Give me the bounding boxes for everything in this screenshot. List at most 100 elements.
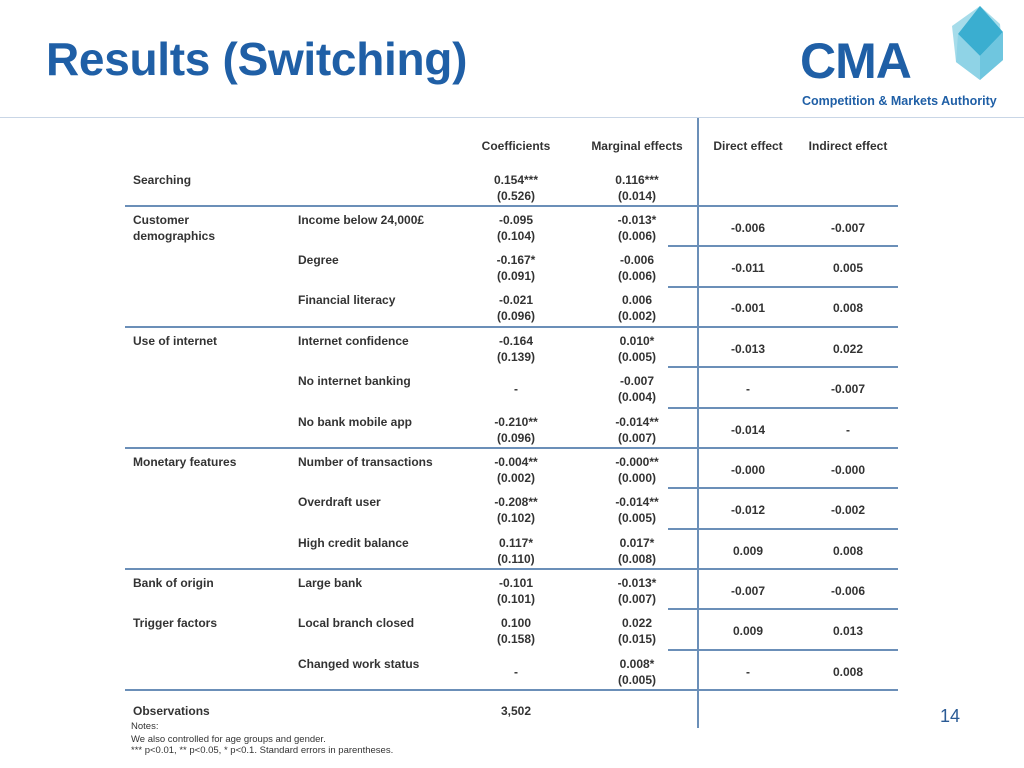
indirect-effect-value: 0.013: [832, 624, 864, 638]
marginal-effect-value: -0.014**: [615, 415, 659, 429]
marginal-effect-value: 0.017*: [619, 536, 655, 550]
coefficient-se: (0.096): [496, 309, 536, 323]
marginal-effect-value: -0.014**: [615, 495, 659, 509]
marginal-effect-se: (0.002): [617, 309, 657, 323]
row-divider: [668, 689, 898, 691]
coefficient-se: (0.526): [496, 189, 536, 203]
direct-effect-value: -0.012: [730, 503, 766, 517]
column-header: Indirect effect: [808, 139, 888, 153]
observations-value: 3,502: [500, 704, 532, 718]
row-variable-label: No internet banking: [298, 374, 411, 388]
row-divider: [668, 568, 898, 570]
coefficient-se: (0.091): [496, 269, 536, 283]
marginal-effect-value: 0.006: [621, 293, 653, 307]
page-title: Results (Switching): [46, 33, 468, 85]
coefficient-value: -0.208**: [494, 495, 538, 509]
marginal-effect-value: -0.013*: [617, 576, 657, 590]
coefficient-value: 0.100: [500, 616, 532, 630]
column-divider: [697, 118, 699, 728]
marginal-effect-value: -0.006: [619, 253, 655, 267]
row-variable-label: Degree: [298, 253, 339, 267]
row-group-label: Monetary features: [133, 455, 237, 469]
direct-effect-value: 0.009: [732, 544, 764, 558]
row-divider: [668, 447, 898, 449]
direct-effect-value: 0.009: [732, 624, 764, 638]
header-divider: [0, 117, 1024, 118]
coefficient-value: -0.021: [498, 293, 534, 307]
indirect-effect-value: 0.008: [832, 301, 864, 315]
coefficient-se: (0.110): [497, 552, 535, 566]
coefficient-se: (0.002): [496, 471, 536, 485]
row-divider: [668, 487, 898, 489]
column-header: Marginal effects: [591, 139, 683, 153]
marginal-effect-value: 0.010*: [619, 334, 655, 348]
marginal-effect-se: (0.004): [617, 390, 657, 404]
coefficient-se: (0.096): [496, 431, 536, 445]
indirect-effect-value: -: [846, 423, 850, 437]
marginal-effect-se: (0.006): [617, 269, 657, 283]
coefficient-value: -0.095: [498, 213, 534, 227]
marginal-effect-se: (0.008): [617, 552, 657, 566]
column-header: Direct effect: [713, 139, 783, 153]
row-variable-label: High credit balance: [298, 536, 409, 550]
marginal-effect-value: -0.000**: [615, 455, 659, 469]
indirect-effect-value: -0.007: [830, 382, 866, 396]
group-divider: [125, 326, 898, 328]
indirect-effect-value: 0.005: [832, 261, 864, 275]
row-divider: [668, 245, 898, 247]
coefficient-se: (0.158): [496, 632, 536, 646]
column-header: Coefficients: [481, 139, 551, 153]
marginal-effect-se: (0.007): [617, 431, 657, 445]
marginal-effect-se: (0.000): [617, 471, 657, 485]
indirect-effect-value: -0.006: [830, 584, 866, 598]
marginal-effect-se: (0.015): [617, 632, 657, 646]
direct-effect-value: -: [746, 382, 750, 396]
row-group-label: Bank of origin: [133, 576, 214, 590]
coefficient-value: -: [514, 382, 518, 396]
row-group-label: Customer demographics: [133, 213, 216, 243]
row-group-label: Trigger factors: [133, 616, 218, 630]
coefficient-value: -0.210**: [494, 415, 538, 429]
row-variable-label: Local branch closed: [298, 616, 415, 630]
coefficient-value: 0.154***: [493, 173, 539, 187]
notes-line: We also controlled for age groups and ge…: [131, 734, 326, 745]
marginal-effect-value: -0.013*: [617, 213, 657, 227]
row-divider: [668, 326, 898, 328]
direct-effect-value: -0.001: [730, 301, 766, 315]
indirect-effect-value: -0.002: [830, 503, 866, 517]
group-divider: [125, 689, 898, 691]
logo-subtitle: Competition & Markets Authority: [802, 94, 997, 108]
marginal-effect-se: (0.014): [617, 189, 657, 203]
direct-effect-value: -0.007: [730, 584, 766, 598]
indirect-effect-value: 0.008: [832, 544, 864, 558]
coefficient-se: (0.101): [496, 592, 536, 606]
marginal-effect-se: (0.005): [617, 350, 657, 364]
indirect-effect-value: -0.000: [830, 463, 866, 477]
row-group-label: Use of internet: [133, 334, 218, 348]
direct-effect-value: -0.013: [730, 342, 766, 356]
coefficient-se: (0.139): [496, 350, 536, 364]
coefficient-se: (0.104): [496, 229, 536, 243]
marginal-effect-value: 0.116***: [615, 173, 659, 187]
group-divider: [125, 205, 898, 207]
row-variable-label: Large bank: [298, 576, 363, 590]
indirect-effect-value: 0.022: [832, 342, 864, 356]
page-number: 14: [940, 706, 961, 726]
notes-line: *** p<0.01, ** p<0.05, * p<0.1. Standard…: [131, 745, 394, 756]
row-variable-label: Overdraft user: [298, 495, 381, 509]
row-group-label: Searching: [133, 173, 192, 187]
cma-logo-icon: [952, 6, 1003, 80]
coefficient-se: (0.102): [496, 511, 536, 525]
row-divider: [668, 407, 898, 409]
notes-heading: Notes:: [131, 721, 159, 732]
row-divider: [668, 528, 898, 530]
marginal-effect-se: (0.005): [617, 511, 657, 525]
row-divider: [668, 366, 898, 368]
marginal-effect-se: (0.007): [617, 592, 657, 606]
coefficient-value: 0.117*: [498, 536, 534, 550]
group-divider: [125, 568, 898, 570]
group-divider: [125, 447, 898, 449]
row-variable-label: No bank mobile app: [298, 415, 413, 429]
row-variable-label: Internet confidence: [298, 334, 409, 348]
marginal-effect-se: (0.006): [617, 229, 657, 243]
